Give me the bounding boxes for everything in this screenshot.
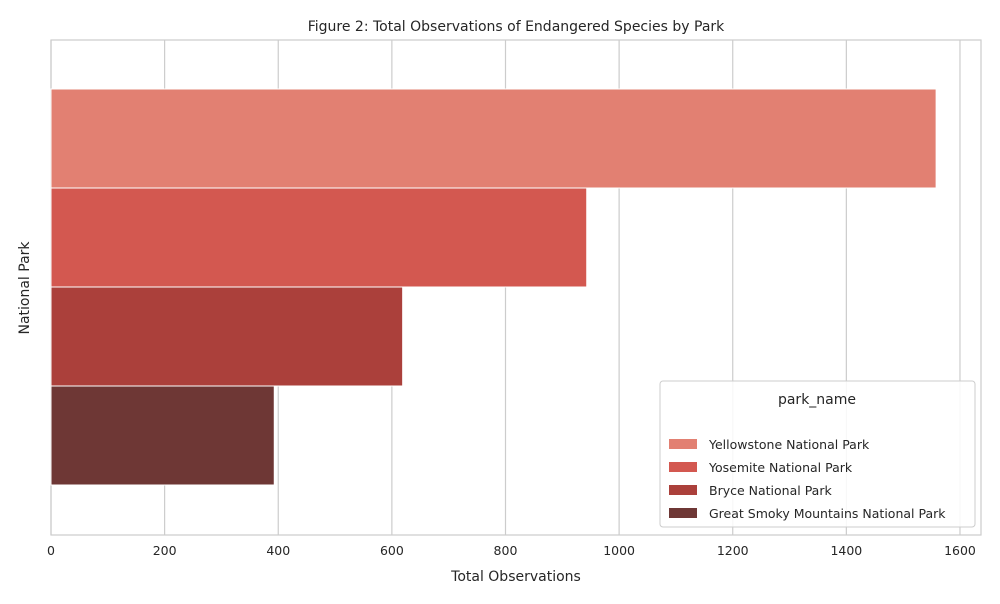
x-tick-label: 400 <box>266 543 290 558</box>
legend-entry-label: Yosemite National Park <box>708 460 853 475</box>
x-tick-label: 1000 <box>603 543 635 558</box>
bar-great-smoky-mountains-national-park <box>50 385 275 486</box>
chart-title: Figure 2: Total Observations of Endanger… <box>308 19 725 35</box>
x-tick-label: 1200 <box>717 543 749 558</box>
bar-yosemite-national-park <box>50 187 588 288</box>
bars <box>50 88 937 486</box>
x-tick-label: 1600 <box>944 543 976 558</box>
legend: park_name Yellowstone National Park Yosem… <box>659 380 976 528</box>
x-tick-label: 800 <box>494 543 518 558</box>
legend-swatch <box>669 485 697 495</box>
y-axis-label: National Park <box>17 241 33 335</box>
legend-entry-label: Great Smoky Mountains National Park <box>709 506 946 521</box>
legend-title: park_name <box>778 392 856 408</box>
legend-frame <box>659 380 976 528</box>
x-tick-label: 0 <box>47 543 55 558</box>
bar-yellowstone-national-park <box>50 88 937 189</box>
legend-swatch <box>669 462 697 472</box>
x-axis-label: Total Observations <box>450 569 581 585</box>
x-tick-label: 600 <box>380 543 404 558</box>
legend-entry-label: Bryce National Park <box>709 483 832 498</box>
legend-entry-label: Yellowstone National Park <box>708 437 870 452</box>
legend-swatch <box>669 508 697 518</box>
x-tick-label: 1400 <box>830 543 862 558</box>
x-tick-labels: 0 200 400 600 800 1000 1200 1400 1600 <box>47 543 976 558</box>
legend-swatch <box>669 439 697 449</box>
bar-bryce-national-park <box>50 286 404 387</box>
x-tick-label: 200 <box>153 543 177 558</box>
